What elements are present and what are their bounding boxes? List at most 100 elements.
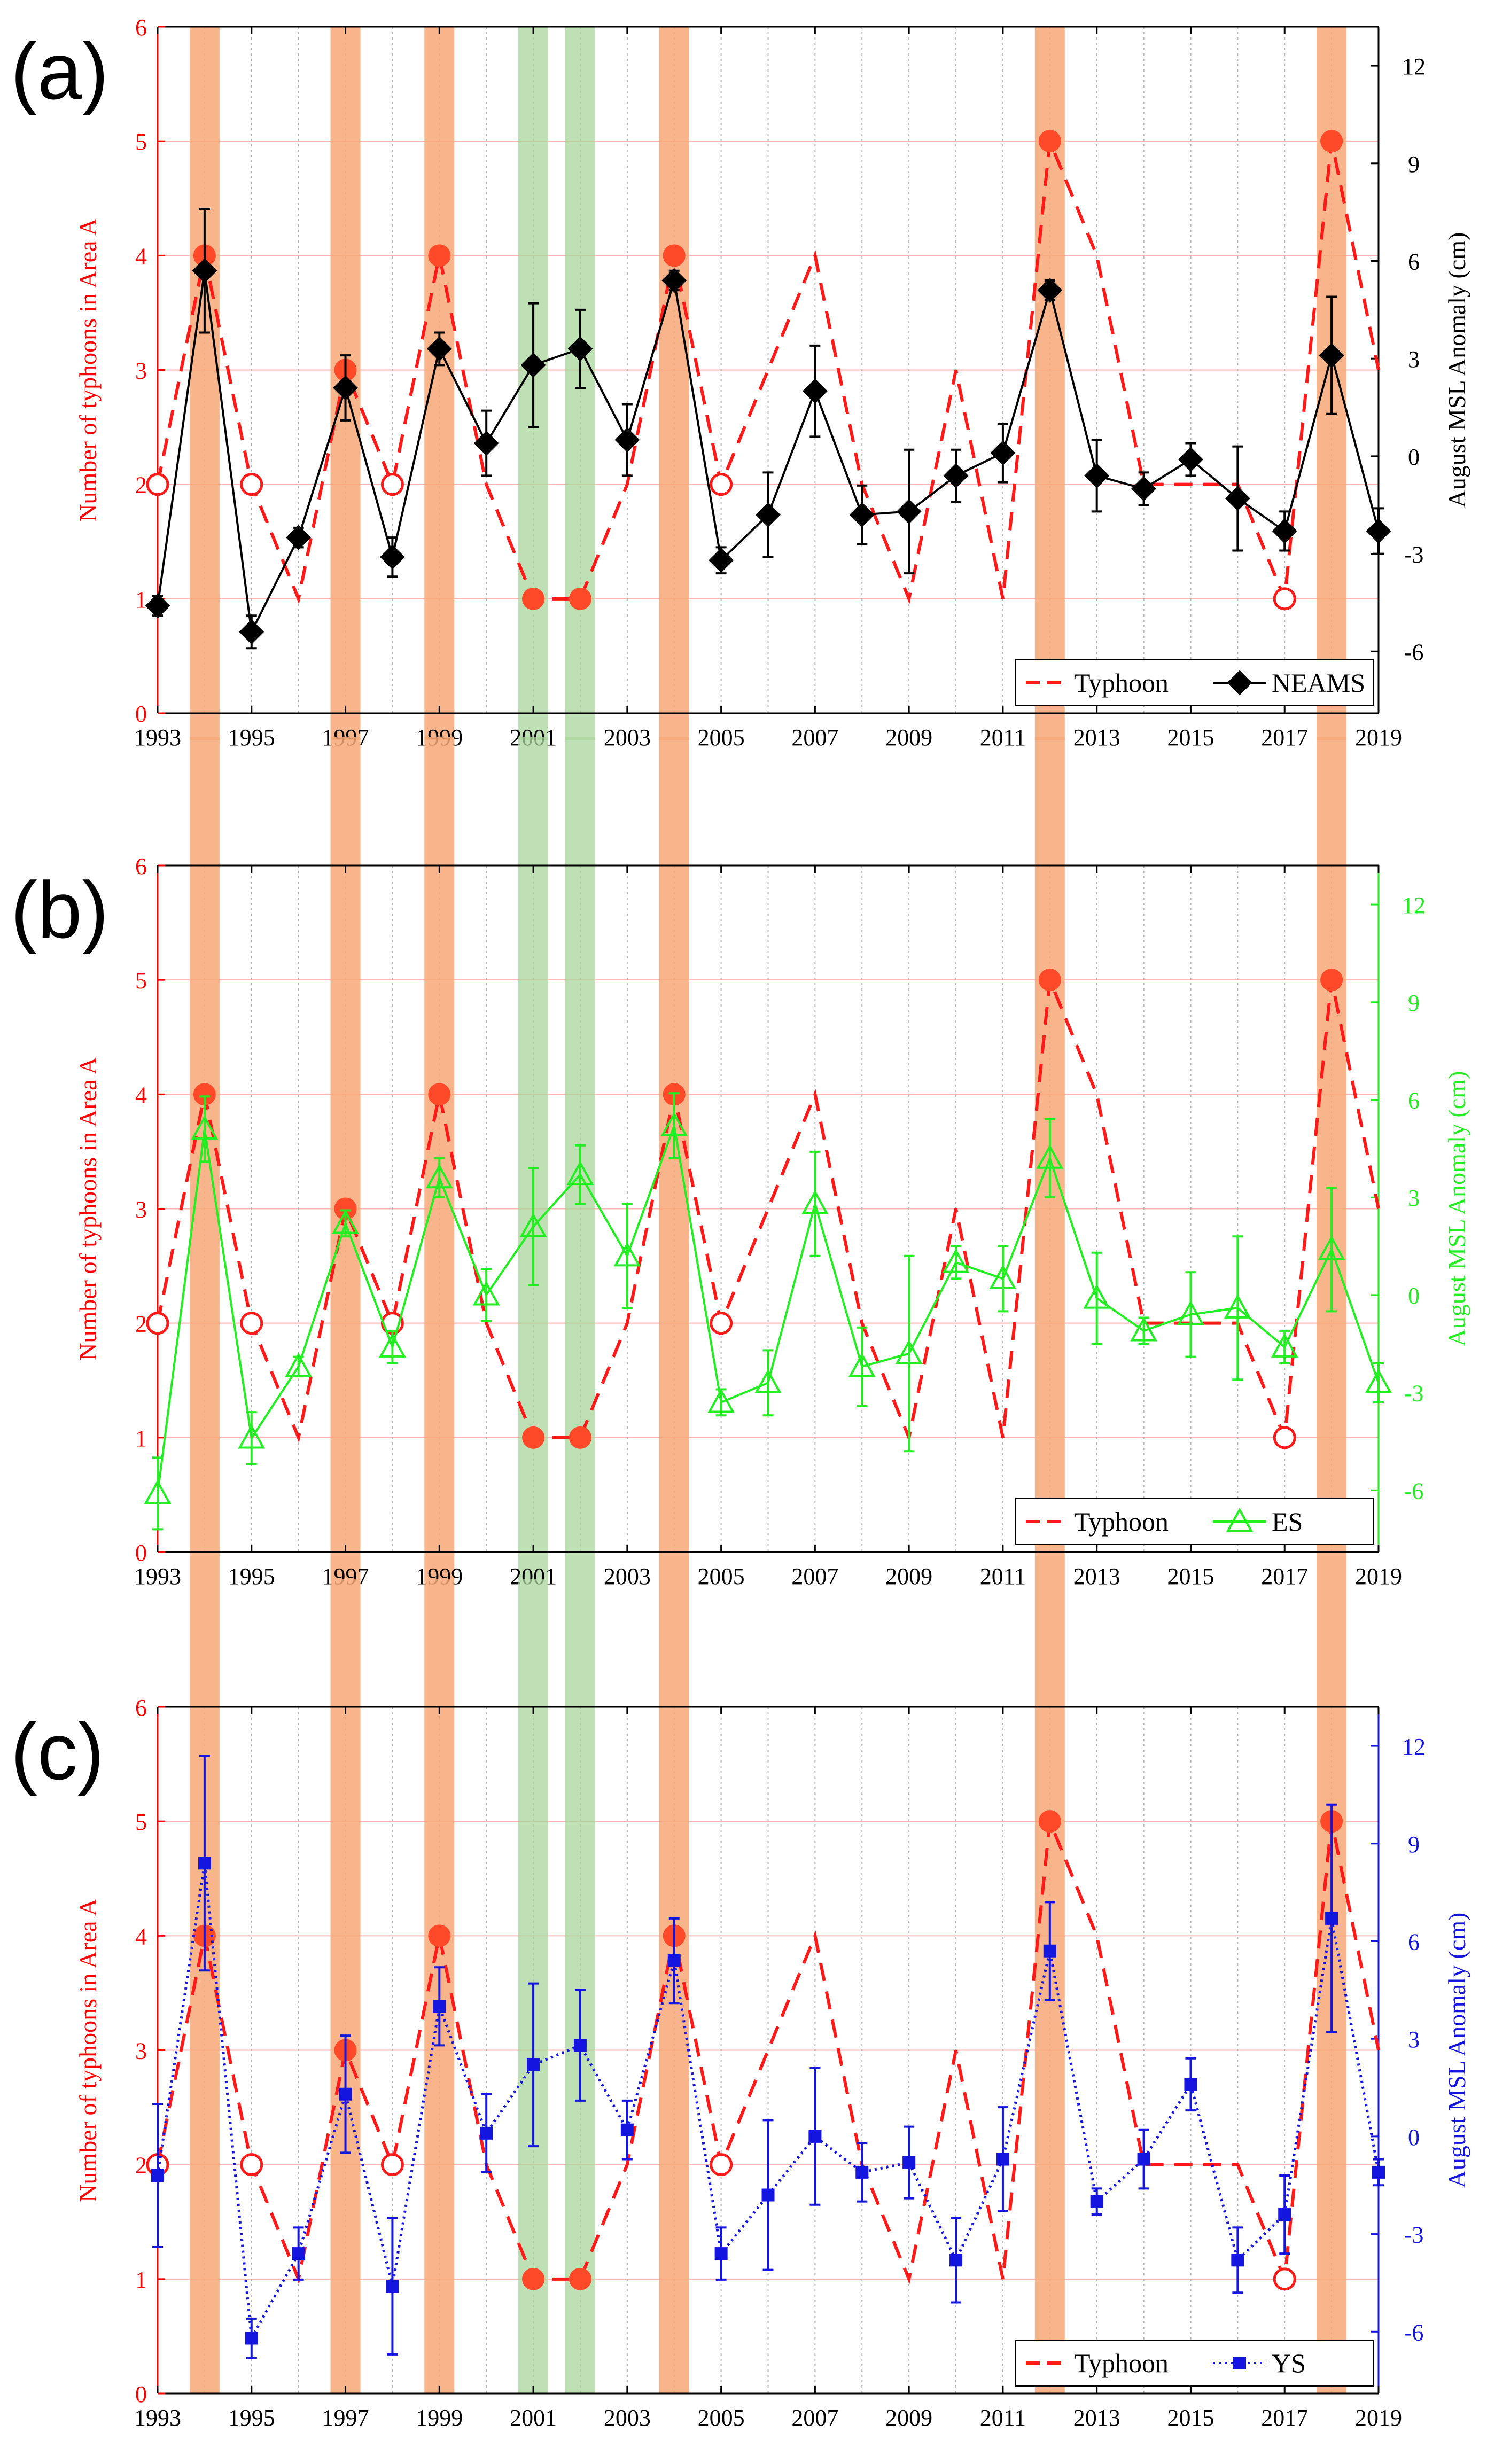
y2-tick-label: -6 (1404, 1478, 1424, 1504)
legend-series-label: YS (1272, 2348, 1306, 2378)
msl-marker (198, 1857, 211, 1870)
x-tick-label: 2013 (1073, 724, 1120, 751)
msl-marker (472, 1281, 500, 1306)
y-tick-label: 2 (135, 472, 147, 498)
x-tick-label: 2019 (1355, 724, 1402, 751)
msl-marker (801, 1190, 829, 1214)
msl-marker (942, 1248, 970, 1273)
msl-marker (379, 1333, 406, 1358)
x-tick-label: 2011 (980, 2405, 1026, 2431)
msl-marker (1178, 447, 1203, 472)
panel-neams: 0123456-6-303691219931995199719992001200… (11, 14, 1470, 751)
y2-tick-label: -3 (1404, 1381, 1424, 1407)
msl-marker (707, 1388, 735, 1413)
msl-marker (802, 378, 828, 404)
y-tick-label: 6 (135, 14, 147, 41)
typhoon-marker-filled (569, 587, 591, 610)
legend-series-marker (1227, 670, 1252, 696)
x-tick-label: 2003 (604, 1563, 651, 1589)
typhoon-marker-open (380, 2153, 404, 2177)
msl-marker (292, 2247, 305, 2260)
highlight-band-orange (1317, 737, 1347, 1579)
typhoon-marker-open (240, 473, 263, 496)
typhoon-marker-open (240, 2153, 263, 2177)
panel-label: (a) (11, 26, 108, 116)
msl-marker (426, 336, 452, 362)
y-tick-label: 5 (135, 129, 147, 155)
x-tick-label: 2003 (604, 2405, 651, 2431)
x-tick-label: 2009 (885, 2405, 932, 2431)
y2-tick-label: -3 (1404, 542, 1424, 568)
typhoon-marker-open (1273, 587, 1296, 611)
msl-marker (1365, 1369, 1392, 1393)
typhoon-marker-open (710, 2153, 733, 2177)
y-tick-label: 6 (135, 853, 147, 879)
y2-tick-label: -6 (1404, 639, 1424, 665)
msl-marker (613, 1242, 641, 1267)
y2-tick-label: 0 (1408, 1283, 1420, 1309)
msl-marker (151, 2169, 164, 2182)
typhoon-marker-open (710, 473, 733, 496)
highlight-band-orange (330, 1579, 361, 2393)
y-axis-title: Number of typhoons in Area A (74, 218, 102, 522)
typhoon-marker-open (146, 473, 169, 496)
x-tick-label: 2015 (1167, 1563, 1214, 1589)
msl-marker (756, 502, 781, 527)
x-tick-label: 2017 (1261, 724, 1308, 751)
msl-marker (761, 2188, 775, 2202)
msl-marker (520, 352, 546, 378)
typhoon-marker-filled (522, 1426, 545, 1449)
highlight-band-green (518, 737, 549, 1579)
msl-marker (996, 2153, 1009, 2166)
y2-tick-label: 3 (1408, 1185, 1420, 1211)
y2-tick-label: 12 (1402, 1734, 1426, 1760)
msl-marker (238, 1424, 266, 1449)
y-tick-label: 2 (135, 2153, 147, 2179)
x-tick-label: 2009 (885, 1563, 932, 1589)
x-tick-label: 2015 (1167, 2405, 1214, 2431)
y2-tick-label: 9 (1408, 151, 1420, 177)
y2-tick-label: 0 (1408, 2124, 1420, 2150)
typhoon-line (156, 1821, 1380, 2285)
msl-marker (386, 2280, 399, 2293)
x-tick-label: 1999 (416, 2405, 463, 2431)
y-tick-label: 4 (135, 1082, 147, 1108)
msl-marker (519, 1212, 547, 1237)
y2-tick-label: 9 (1408, 1831, 1420, 1858)
msl-marker (1372, 2165, 1385, 2179)
y-tick-label: 5 (135, 1809, 147, 1835)
msl-marker (1366, 518, 1391, 544)
x-tick-label: 2011 (980, 1563, 1026, 1589)
x-tick-label: 1995 (228, 2405, 275, 2431)
highlight-band-green (565, 1579, 595, 2393)
x-tick-label: 1995 (228, 724, 275, 751)
msl-marker (620, 2123, 634, 2136)
x-tick-label: 2007 (791, 724, 838, 751)
msl-marker (855, 2165, 869, 2179)
y2-tick-label: 3 (1408, 2026, 1420, 2053)
msl-marker (192, 258, 217, 284)
y2-tick-label: -6 (1404, 2319, 1424, 2345)
y-tick-label: 1 (135, 587, 147, 613)
y-axis-title: Number of typhoons in Area A (74, 1898, 102, 2202)
x-tick-label: 1993 (134, 2405, 181, 2431)
panel-label: (b) (11, 865, 108, 955)
legend-typhoon-label: Typhoon (1074, 668, 1169, 698)
x-tick-label: 2005 (698, 724, 745, 751)
legend-series-label: ES (1272, 1507, 1303, 1537)
y2-tick-label: 0 (1408, 444, 1420, 470)
x-tick-label: 1997 (322, 2405, 369, 2431)
msl-line (157, 1121, 1380, 1494)
msl-marker (1231, 2254, 1244, 2267)
msl-marker (239, 619, 264, 645)
msl-marker (573, 2039, 587, 2052)
msl-marker (667, 1954, 681, 1968)
msl-marker (245, 2332, 258, 2345)
y-tick-label: 4 (135, 243, 147, 269)
legend-series-label: NEAMS (1272, 668, 1365, 698)
legend-box (1015, 659, 1374, 706)
msl-marker (527, 2058, 540, 2071)
msl-marker (433, 2000, 446, 2013)
msl-marker (145, 593, 170, 619)
